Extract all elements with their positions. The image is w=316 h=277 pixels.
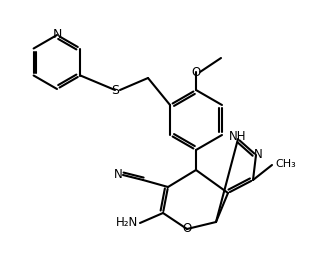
Text: N: N	[254, 148, 262, 161]
Text: CH₃: CH₃	[275, 159, 296, 169]
Text: O: O	[191, 65, 201, 78]
Text: S: S	[111, 83, 119, 96]
Text: NH: NH	[229, 130, 247, 143]
Text: N: N	[114, 168, 122, 181]
Text: O: O	[182, 222, 191, 235]
Text: N: N	[52, 29, 62, 42]
Text: H₂N: H₂N	[116, 217, 138, 230]
